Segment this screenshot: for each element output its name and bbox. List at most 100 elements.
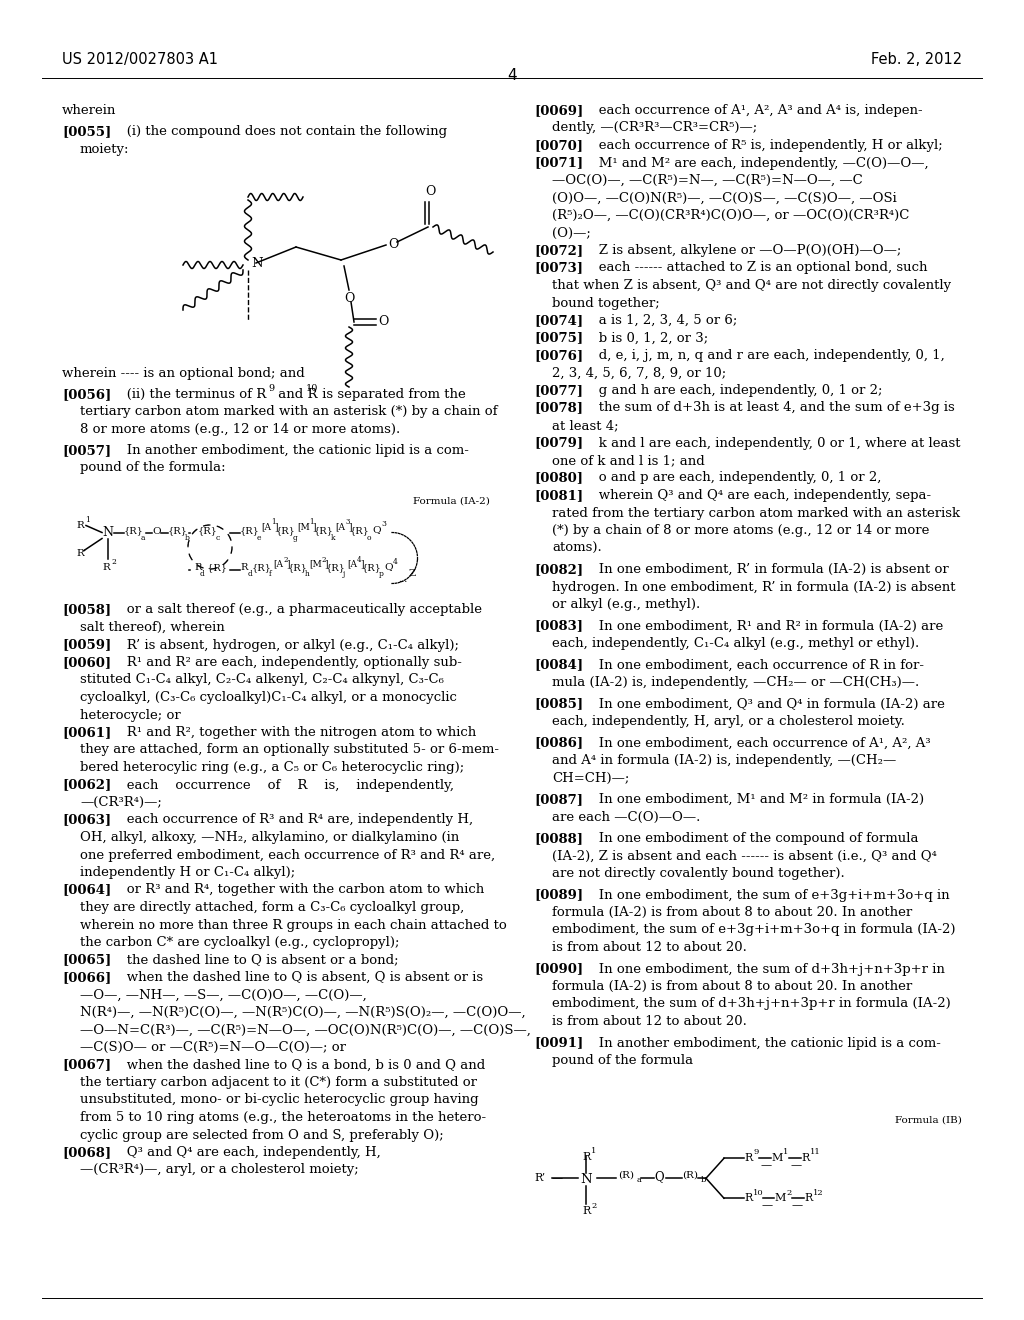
Text: [A: [A — [261, 523, 271, 532]
Text: In one embodiment, each occurrence of R in for-: In one embodiment, each occurrence of R … — [586, 659, 924, 672]
Text: {R}: {R} — [288, 564, 308, 573]
Text: the sum of d+3h is at least 4, and the sum of e+3g is: the sum of d+3h is at least 4, and the s… — [586, 401, 954, 414]
Text: hydrogen. In one embodiment, R’ in formula (IA-2) is absent: hydrogen. In one embodiment, R’ in formu… — [552, 581, 955, 594]
Text: CH=CH)—;: CH=CH)—; — [552, 771, 630, 784]
Text: In one embodiment of the compound of formula: In one embodiment of the compound of for… — [586, 832, 919, 845]
Text: [0080]: [0080] — [534, 471, 583, 484]
Text: ]: ] — [312, 523, 315, 532]
Text: [0077]: [0077] — [534, 384, 583, 397]
Text: [0089]: [0089] — [534, 888, 583, 902]
Text: 2: 2 — [786, 1189, 792, 1197]
Text: dently, —(CR³R³—CR³=CR⁵)—;: dently, —(CR³R³—CR³=CR⁵)—; — [552, 121, 758, 135]
Text: tertiary carbon atom marked with an asterisk (*) by a chain of: tertiary carbon atom marked with an aste… — [80, 405, 498, 418]
Text: (O)O—, —C(O)N(R⁵)—, —C(O)S—, —C(S)O—, —OSi: (O)O—, —C(O)N(R⁵)—, —C(O)S—, —C(S)O—, —O… — [552, 191, 897, 205]
Text: unsubstituted, mono- or bi-cyclic heterocyclic group having: unsubstituted, mono- or bi-cyclic hetero… — [80, 1093, 478, 1106]
Text: {R}: {R} — [362, 564, 382, 573]
Text: [0076]: [0076] — [534, 348, 583, 362]
Text: In one embodiment, R¹ and R² in formula (IA-2) are: In one embodiment, R¹ and R² in formula … — [586, 619, 943, 632]
Text: pound of the formula:: pound of the formula: — [80, 462, 225, 474]
Text: M: M — [774, 1193, 785, 1204]
Text: [0087]: [0087] — [534, 793, 583, 807]
Text: ...: ... — [398, 576, 408, 585]
Text: 9: 9 — [753, 1148, 759, 1156]
Text: d: d — [248, 570, 253, 578]
Text: 9: 9 — [268, 384, 274, 393]
Text: —OC(O)—, —C(R⁵)=N—, —C(R⁵)=N—O—, —C: —OC(O)—, —C(R⁵)=N—, —C(R⁵)=N—O—, —C — [552, 174, 863, 187]
Text: is from about 12 to about 20.: is from about 12 to about 20. — [552, 1015, 746, 1028]
Text: a: a — [141, 533, 145, 541]
Text: [0075]: [0075] — [534, 331, 583, 345]
Text: —: — — [552, 1173, 563, 1183]
Text: R’: R’ — [76, 549, 86, 557]
Text: (ii) the terminus of R: (ii) the terminus of R — [114, 388, 266, 401]
Text: M¹ and M² are each, independently, —C(O)—O—,: M¹ and M² are each, independently, —C(O)… — [586, 157, 929, 169]
Text: (IA-2), Z is absent and each ------ is absent (i.e., Q³ and Q⁴: (IA-2), Z is absent and each ------ is a… — [552, 850, 937, 862]
Text: 4: 4 — [357, 556, 361, 564]
Text: US 2012/0027803 A1: US 2012/0027803 A1 — [62, 51, 218, 67]
Text: heterocycle; or: heterocycle; or — [80, 709, 181, 722]
Text: they are attached, form an optionally substituted 5- or 6-mem-: they are attached, form an optionally su… — [80, 743, 499, 756]
Text: 12: 12 — [813, 1189, 823, 1197]
Text: c: c — [216, 533, 220, 541]
Text: f: f — [269, 570, 271, 578]
Text: R: R — [744, 1193, 753, 1204]
Text: Q: Q — [384, 562, 392, 572]
Text: [0062]: [0062] — [62, 779, 112, 792]
Text: each occurrence of A¹, A², A³ and A⁴ is, indepen-: each occurrence of A¹, A², A³ and A⁴ is,… — [586, 104, 923, 117]
Text: or a salt thereof (e.g., a pharmaceutically acceptable: or a salt thereof (e.g., a pharmaceutica… — [114, 603, 482, 616]
Text: [0063]: [0063] — [62, 813, 112, 826]
Text: each occurrence of R⁵ is, independently, H or alkyl;: each occurrence of R⁵ is, independently,… — [586, 139, 943, 152]
Text: the dashed line to Q is absent or a bond;: the dashed line to Q is absent or a bond… — [114, 953, 398, 966]
Text: atoms).: atoms). — [552, 541, 602, 554]
Text: R’ is absent, hydrogen, or alkyl (e.g., C₁-C₄ alkyl);: R’ is absent, hydrogen, or alkyl (e.g., … — [114, 639, 459, 652]
Text: one preferred embodiment, each occurrence of R³ and R⁴ are,: one preferred embodiment, each occurrenc… — [80, 849, 496, 862]
Text: [0057]: [0057] — [62, 444, 112, 457]
Text: wherein: wherein — [62, 104, 117, 117]
Text: [0064]: [0064] — [62, 883, 112, 896]
Text: (R): (R) — [618, 1171, 634, 1179]
Text: one of k and l is 1; and: one of k and l is 1; and — [552, 454, 705, 467]
Text: wherein ---- is an optional bond; and: wherein ---- is an optional bond; and — [62, 367, 305, 380]
Text: or R³ and R⁴, together with the carbon atom to which: or R³ and R⁴, together with the carbon a… — [114, 883, 484, 896]
Text: R: R — [240, 564, 248, 573]
Text: —O—, —NH—, —S—, —C(O)O—, —C(O)—,: —O—, —NH—, —S—, —C(O)O—, —C(O)—, — [80, 989, 367, 1002]
Text: (*) by a chain of 8 or more atoms (e.g., 12 or 14 or more: (*) by a chain of 8 or more atoms (e.g.,… — [552, 524, 930, 537]
Text: R¹ and R² are each, independently, optionally sub-: R¹ and R² are each, independently, optio… — [114, 656, 462, 669]
Text: R’: R’ — [534, 1173, 545, 1183]
Text: 10: 10 — [753, 1189, 764, 1197]
Text: are not directly covalently bound together).: are not directly covalently bound togeth… — [552, 867, 845, 880]
Text: R: R — [76, 520, 84, 529]
Text: [0085]: [0085] — [534, 697, 583, 710]
Text: b is 0, 1, 2, or 3;: b is 0, 1, 2, or 3; — [586, 331, 709, 345]
Text: In another embodiment, the cationic lipid is a com-: In another embodiment, the cationic lipi… — [114, 444, 469, 457]
Text: [0069]: [0069] — [534, 104, 584, 117]
Text: [0081]: [0081] — [534, 488, 583, 502]
Text: the tertiary carbon adjacent to it (C*) form a substituted or: the tertiary carbon adjacent to it (C*) … — [80, 1076, 477, 1089]
Text: —(CR³R⁴)—, aryl, or a cholesterol moiety;: —(CR³R⁴)—, aryl, or a cholesterol moiety… — [80, 1163, 358, 1176]
Text: is from about 12 to about 20.: is from about 12 to about 20. — [552, 941, 746, 954]
Text: N: N — [580, 1173, 592, 1187]
Text: {R}: {R} — [252, 564, 272, 573]
Text: [0088]: [0088] — [534, 832, 583, 845]
Text: ]: ] — [348, 523, 351, 532]
Text: a: a — [637, 1176, 642, 1184]
Text: [0073]: [0073] — [534, 261, 583, 275]
Text: O: O — [378, 315, 388, 327]
Text: h: h — [305, 570, 310, 578]
Text: ]: ] — [274, 523, 278, 532]
Text: In one embodiment, Q³ and Q⁴ in formula (IA-2) are: In one embodiment, Q³ and Q⁴ in formula … — [586, 697, 945, 710]
Text: salt thereof), wherein: salt thereof), wherein — [80, 620, 224, 634]
Text: are each —C(O)—O—.: are each —C(O)—O—. — [552, 810, 700, 824]
Text: g and h are each, independently, 0, 1 or 2;: g and h are each, independently, 0, 1 or… — [586, 384, 883, 397]
Text: [0083]: [0083] — [534, 619, 583, 632]
Text: cycloalkyl, (C₃-C₆ cycloalkyl)C₁-C₄ alkyl, or a monocyclic: cycloalkyl, (C₃-C₆ cycloalkyl)C₁-C₄ alky… — [80, 690, 457, 704]
Text: 2: 2 — [111, 558, 116, 566]
Text: [M: [M — [309, 560, 322, 569]
Text: j: j — [343, 570, 345, 578]
Text: rated from the tertiary carbon atom marked with an asterisk: rated from the tertiary carbon atom mark… — [552, 507, 961, 520]
Text: [0058]: [0058] — [62, 603, 112, 616]
Text: pound of the formula: pound of the formula — [552, 1053, 693, 1067]
Text: —: — — [761, 1160, 772, 1171]
Text: d: d — [200, 570, 205, 578]
Text: M: M — [771, 1154, 782, 1163]
